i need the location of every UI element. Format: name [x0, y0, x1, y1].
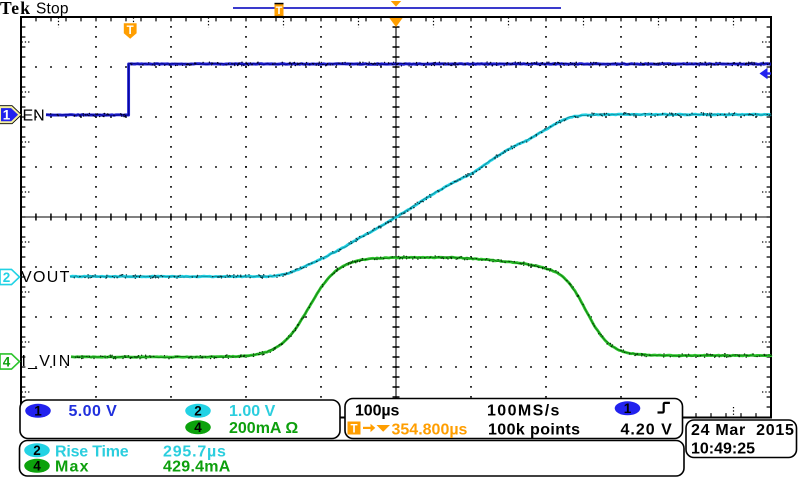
svg-text:EN: EN — [23, 108, 45, 125]
svg-text:4: 4 — [33, 459, 41, 474]
svg-text:2: 2 — [194, 404, 202, 419]
svg-text:200mA Ω: 200mA Ω — [229, 420, 298, 437]
svg-text:1: 1 — [34, 404, 42, 419]
svg-text:Max: Max — [55, 459, 90, 476]
svg-text:354.800µs: 354.800µs — [392, 422, 468, 439]
svg-text:2: 2 — [3, 270, 11, 285]
svg-text:1: 1 — [624, 401, 632, 416]
svg-text:I_VIN: I_VIN — [22, 353, 73, 370]
svg-text:T: T — [127, 25, 134, 37]
svg-text:VOUT: VOUT — [21, 269, 71, 286]
svg-text:T: T — [276, 5, 283, 17]
svg-text:2: 2 — [33, 443, 41, 458]
svg-text:4.20 V: 4.20 V — [621, 422, 673, 439]
svg-text:429.4mA: 429.4mA — [163, 459, 231, 476]
svg-text:Tek: Tek — [0, 0, 31, 18]
svg-text:Stop: Stop — [36, 1, 69, 18]
svg-text:T: T — [350, 424, 357, 436]
svg-text:4: 4 — [3, 355, 11, 370]
svg-text:100MS/s: 100MS/s — [487, 403, 561, 420]
svg-text:295.7µs: 295.7µs — [163, 444, 227, 461]
svg-text:10:49:25: 10:49:25 — [691, 441, 755, 458]
svg-text:5.00 V: 5.00 V — [69, 403, 118, 420]
svg-text:24 Mar 2015: 24 Mar 2015 — [691, 422, 795, 439]
svg-text:100k points: 100k points — [488, 422, 580, 439]
svg-text:4: 4 — [194, 420, 202, 435]
svg-text:100µs: 100µs — [355, 403, 400, 420]
svg-text:Rise Time: Rise Time — [55, 444, 129, 461]
svg-text:1: 1 — [3, 108, 11, 123]
svg-text:1.00 V: 1.00 V — [229, 403, 276, 420]
